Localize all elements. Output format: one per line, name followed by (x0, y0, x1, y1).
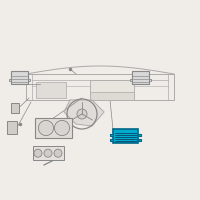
Bar (11, 103, 19, 113)
Bar (110, 139, 113, 141)
Circle shape (34, 149, 42, 157)
Circle shape (77, 109, 87, 119)
Bar (28, 79, 30, 81)
Bar (11, 71, 28, 84)
Bar (110, 134, 113, 136)
Bar (9, 79, 11, 81)
Bar (35, 118, 72, 138)
Bar (138, 134, 141, 136)
Bar (130, 79, 132, 81)
Circle shape (44, 149, 52, 157)
Circle shape (54, 120, 70, 136)
Bar (138, 139, 141, 141)
Bar (132, 71, 149, 84)
Bar (90, 80, 134, 100)
Bar (149, 79, 151, 81)
Bar (90, 92, 134, 100)
Circle shape (38, 120, 54, 136)
Bar (7, 121, 17, 134)
Bar (36, 82, 66, 98)
Bar (33, 146, 64, 160)
Circle shape (54, 149, 62, 157)
Polygon shape (64, 100, 104, 126)
Bar (113, 129, 138, 143)
